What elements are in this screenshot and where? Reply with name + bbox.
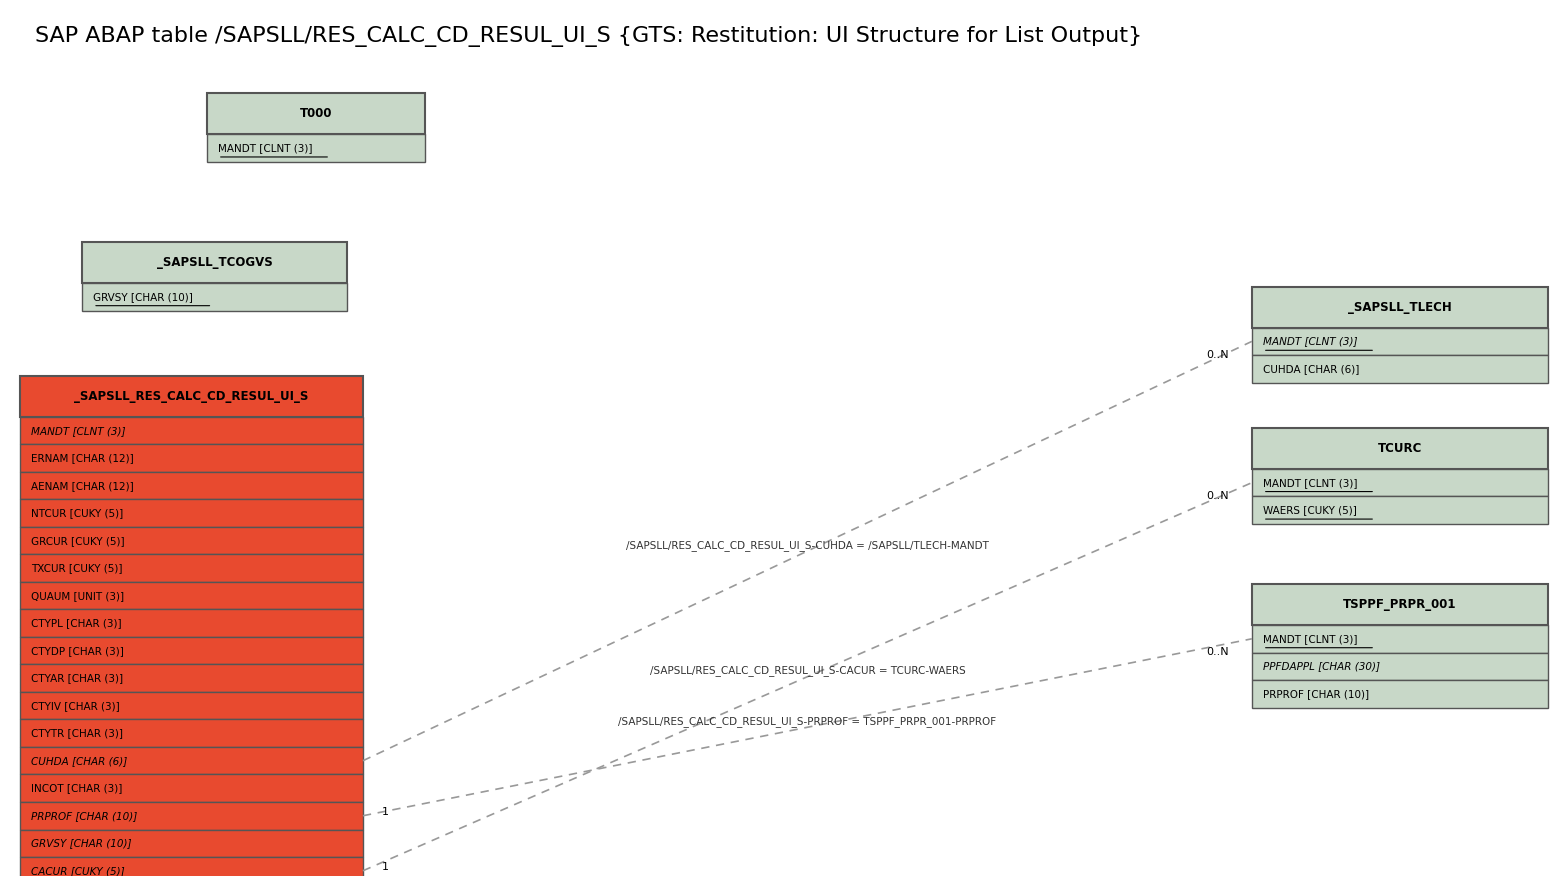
Text: _SAPSLL_TLECH: _SAPSLL_TLECH — [1348, 300, 1452, 314]
Text: MANDT [CLNT (3)]: MANDT [CLNT (3)] — [218, 143, 312, 153]
Bar — [82, 283, 347, 310]
Bar — [20, 692, 362, 719]
Text: 0..N: 0..N — [1206, 350, 1228, 360]
Bar — [20, 499, 362, 526]
Text: CTYIV [CHAR (3)]: CTYIV [CHAR (3)] — [31, 701, 119, 710]
Bar — [20, 376, 362, 417]
Bar — [20, 802, 362, 830]
Text: /SAPSLL/RES_CALC_CD_RESUL_UI_S-CACUR = TCURC-WAERS: /SAPSLL/RES_CALC_CD_RESUL_UI_S-CACUR = T… — [649, 665, 966, 676]
Bar — [20, 830, 362, 857]
Bar — [1251, 680, 1548, 708]
Bar — [1251, 328, 1548, 355]
Bar — [1251, 653, 1548, 680]
Text: MANDT [CLNT (3)]: MANDT [CLNT (3)] — [1262, 634, 1358, 644]
Text: NTCUR [CUKY (5)]: NTCUR [CUKY (5)] — [31, 508, 122, 518]
Text: GRVSY [CHAR (10)]: GRVSY [CHAR (10)] — [31, 838, 132, 848]
Bar — [20, 472, 362, 499]
Bar — [20, 555, 362, 582]
Bar — [20, 417, 362, 444]
Bar — [1251, 497, 1548, 524]
Text: MANDT [CLNT (3)]: MANDT [CLNT (3)] — [31, 426, 125, 435]
Text: PRPROF [CHAR (10)]: PRPROF [CHAR (10)] — [1262, 689, 1369, 699]
Text: TCURC: TCURC — [1378, 442, 1422, 455]
Text: PPFDAPPL [CHAR (30)]: PPFDAPPL [CHAR (30)] — [1262, 661, 1380, 671]
Text: CTYTR [CHAR (3)]: CTYTR [CHAR (3)] — [31, 728, 122, 738]
Text: TXCUR [CUKY (5)]: TXCUR [CUKY (5)] — [31, 563, 122, 573]
Text: _SAPSLL_RES_CALC_CD_RESUL_UI_S: _SAPSLL_RES_CALC_CD_RESUL_UI_S — [74, 390, 309, 403]
Bar — [20, 526, 362, 555]
Text: TSPPF_PRPR_001: TSPPF_PRPR_001 — [1344, 598, 1457, 611]
Text: MANDT [CLNT (3)]: MANDT [CLNT (3)] — [1262, 477, 1358, 488]
Text: CUHDA [CHAR (6)]: CUHDA [CHAR (6)] — [31, 756, 127, 766]
Bar — [20, 582, 362, 610]
Text: CTYDP [CHAR (3)]: CTYDP [CHAR (3)] — [31, 646, 124, 656]
Text: GRCUR [CUKY (5)]: GRCUR [CUKY (5)] — [31, 535, 124, 546]
Bar — [20, 444, 362, 472]
Text: 1: 1 — [381, 862, 389, 872]
Text: GRVSY [CHAR (10)]: GRVSY [CHAR (10)] — [93, 292, 193, 301]
Text: CTYPL [CHAR (3)]: CTYPL [CHAR (3)] — [31, 618, 121, 628]
Text: PRPROF [CHAR (10)]: PRPROF [CHAR (10)] — [31, 811, 136, 821]
Bar — [20, 719, 362, 747]
Bar — [207, 134, 425, 162]
Text: _SAPSLL_TCOGVS: _SAPSLL_TCOGVS — [157, 256, 273, 269]
Text: CUHDA [CHAR (6)]: CUHDA [CHAR (6)] — [1262, 364, 1359, 374]
Text: /SAPSLL/RES_CALC_CD_RESUL_UI_S-CUHDA = /SAPSLL/TLECH-MANDT: /SAPSLL/RES_CALC_CD_RESUL_UI_S-CUHDA = /… — [626, 540, 989, 550]
Text: AENAM [CHAR (12)]: AENAM [CHAR (12)] — [31, 481, 133, 491]
Bar — [20, 610, 362, 637]
Text: CTYAR [CHAR (3)]: CTYAR [CHAR (3)] — [31, 673, 122, 683]
Bar — [1251, 469, 1548, 497]
Text: SAP ABAP table /SAPSLL/RES_CALC_CD_RESUL_UI_S {GTS: Restitution: UI Structure fo: SAP ABAP table /SAPSLL/RES_CALC_CD_RESUL… — [36, 26, 1143, 47]
Text: T000: T000 — [299, 108, 332, 120]
Bar — [1251, 584, 1548, 625]
Text: 1: 1 — [381, 807, 389, 817]
Text: 0..N: 0..N — [1206, 647, 1228, 657]
Bar — [20, 774, 362, 802]
Bar — [1251, 428, 1548, 469]
Bar — [1251, 625, 1548, 653]
Text: /SAPSLL/RES_CALC_CD_RESUL_UI_S-PRPROF = TSPPF_PRPR_001-PRPROF: /SAPSLL/RES_CALC_CD_RESUL_UI_S-PRPROF = … — [618, 716, 996, 727]
Bar — [82, 242, 347, 283]
Text: ERNAM [CHAR (12)]: ERNAM [CHAR (12)] — [31, 453, 133, 463]
Bar — [20, 637, 362, 664]
Text: MANDT [CLNT (3)]: MANDT [CLNT (3)] — [1262, 336, 1358, 346]
Bar — [1251, 286, 1548, 328]
Bar — [20, 747, 362, 774]
Text: 0..N: 0..N — [1206, 491, 1228, 501]
Text: QUAUM [UNIT (3)]: QUAUM [UNIT (3)] — [31, 590, 124, 601]
Bar — [1251, 355, 1548, 383]
Bar — [20, 664, 362, 692]
Text: WAERS [CUKY (5)]: WAERS [CUKY (5)] — [1262, 505, 1356, 515]
Text: CACUR [CUKY (5)]: CACUR [CUKY (5)] — [31, 865, 124, 876]
Text: INCOT [CHAR (3)]: INCOT [CHAR (3)] — [31, 783, 122, 794]
Bar — [20, 857, 362, 876]
Bar — [207, 94, 425, 134]
